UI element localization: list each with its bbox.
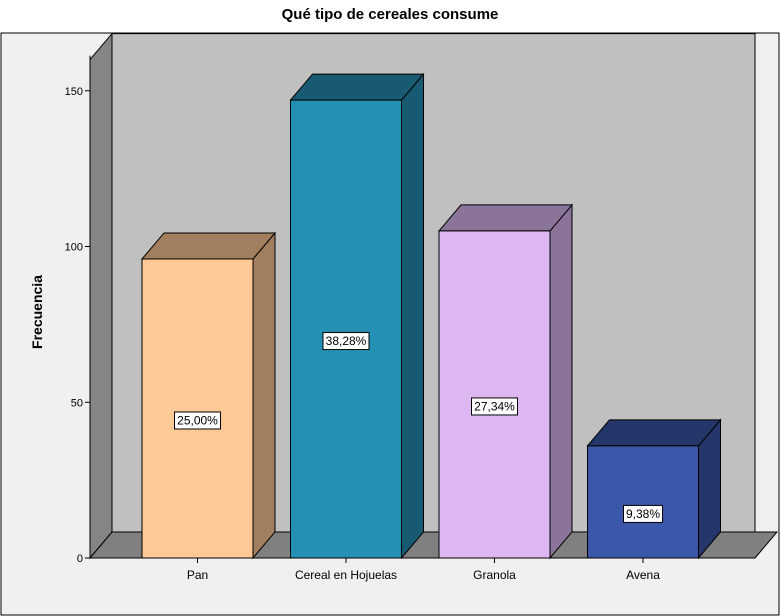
bar-avena: 9,38% [586, 418, 722, 560]
y-tick-label: 150 [65, 86, 83, 98]
bar-front-face [438, 230, 551, 559]
bar-pan: 25,00% [140, 231, 277, 560]
x-category-label: Cereal en Hojuelas [295, 568, 397, 582]
percent-label: 38,28% [326, 334, 367, 348]
chart-title: Qué tipo de cereales consume [281, 6, 499, 23]
percent-label: 9,38% [626, 507, 660, 521]
percent-label: 27,34% [474, 399, 515, 413]
percent-label-box [471, 397, 518, 416]
bar-top-face [586, 419, 722, 447]
x-category-label: Granola [473, 568, 516, 582]
bar-granola: 27,34% [437, 203, 574, 560]
bar-top-face [289, 73, 425, 101]
bar-front-face [141, 258, 254, 559]
side-wall [89, 32, 113, 560]
percent-label: 25,00% [177, 413, 218, 427]
bar-cereal-en-hojuelas: 38,28% [289, 72, 425, 560]
percent-label-box [623, 504, 663, 523]
percent-label-box [174, 411, 221, 430]
bar-side-face [252, 231, 276, 560]
bar-front-face [290, 99, 402, 559]
percent-label-box [322, 332, 370, 351]
y-axis-label: Frecuencia [29, 275, 45, 349]
bar-top-face [140, 232, 277, 260]
bar-side-face [549, 203, 573, 560]
bar-front-face [587, 445, 699, 559]
y-tick-label: 100 [65, 242, 83, 254]
bar-top-face [437, 204, 574, 232]
bar-side-face [401, 72, 424, 560]
y-tick-label: 50 [71, 397, 83, 409]
y-tick-label: 0 [77, 553, 83, 565]
x-category-label: Pan [187, 568, 208, 582]
x-category-label: Avena [626, 568, 660, 582]
